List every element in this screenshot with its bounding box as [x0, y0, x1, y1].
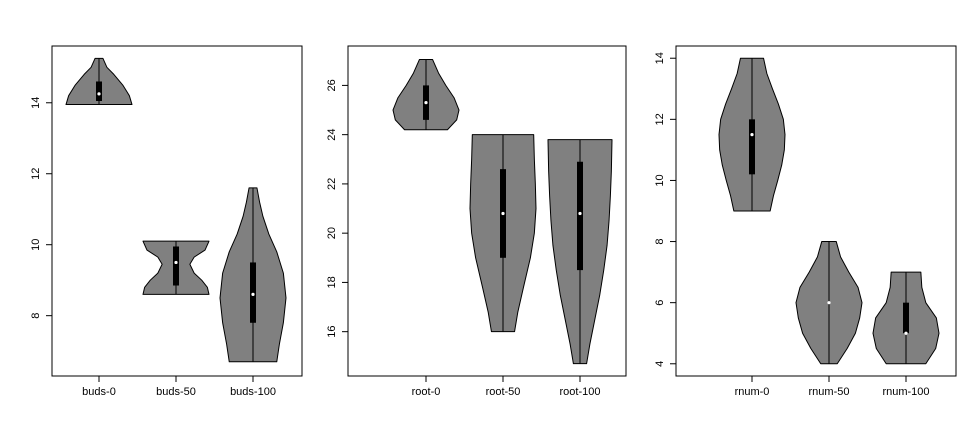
- y-tick-label: 20: [326, 227, 338, 239]
- x-tick-label: root-100: [560, 386, 601, 398]
- x-tick-label: buds-50: [156, 386, 196, 398]
- box-rnum-0: [749, 119, 755, 175]
- median-dot-buds-100: [251, 292, 255, 296]
- box-rnum-100: [903, 302, 909, 334]
- x-tick-label: root-50: [486, 386, 521, 398]
- median-dot-rnum-100: [904, 331, 908, 335]
- y-tick-label: 14: [30, 97, 42, 109]
- y-tick-label: 26: [326, 79, 338, 91]
- plot-frame: [347, 45, 627, 377]
- y-tick-label: 6: [654, 300, 666, 306]
- plot-frame: [51, 45, 303, 377]
- x-tick-label: rnum-100: [882, 386, 929, 398]
- y-tick-label: 10: [654, 174, 666, 186]
- y-tick-label: 18: [326, 276, 338, 288]
- median-dot-root-100: [578, 211, 582, 216]
- y-tick-label: 14: [654, 52, 666, 64]
- median-dot-root-0: [424, 101, 428, 105]
- box-root-100: [577, 161, 583, 271]
- x-tick-label: buds-0: [82, 386, 116, 398]
- y-tick-label: 24: [326, 129, 338, 141]
- y-tick-label: 12: [654, 113, 666, 125]
- y-tick-label: 16: [326, 326, 338, 338]
- y-tick-label: 22: [326, 178, 338, 190]
- median-dot-rnum-50: [827, 301, 831, 305]
- box-buds-0: [96, 81, 102, 101]
- median-dot-root-50: [501, 211, 505, 216]
- y-tick-label: 8: [30, 313, 42, 319]
- box-buds-50: [173, 246, 179, 286]
- plot-frame: [675, 45, 957, 377]
- box-buds-100: [250, 262, 256, 323]
- median-dot-buds-50: [174, 260, 178, 265]
- panel-buds: 8 10 12 14 buds-0 buds-50 buds-100: [30, 45, 303, 398]
- median-dot-buds-0: [97, 92, 101, 96]
- panel-rnum: 4 6 8 10 12 14 rnum-0 rnum-50 rnum-100: [654, 45, 957, 398]
- y-tick-label: 8: [654, 238, 666, 244]
- panel-root: 16 18 20 22 24 26 root-0 root-50 root-100: [326, 45, 627, 398]
- median-dot-rnum-0: [750, 133, 754, 137]
- y-tick-label: 4: [654, 361, 666, 367]
- y-tick-label: 10: [30, 239, 42, 251]
- y-tick-label: 12: [30, 168, 42, 180]
- x-tick-label: rnum-50: [809, 386, 850, 398]
- x-tick-label: buds-100: [230, 386, 276, 398]
- x-tick-label: rnum-0: [735, 386, 770, 398]
- x-tick-label: root-0: [412, 386, 441, 398]
